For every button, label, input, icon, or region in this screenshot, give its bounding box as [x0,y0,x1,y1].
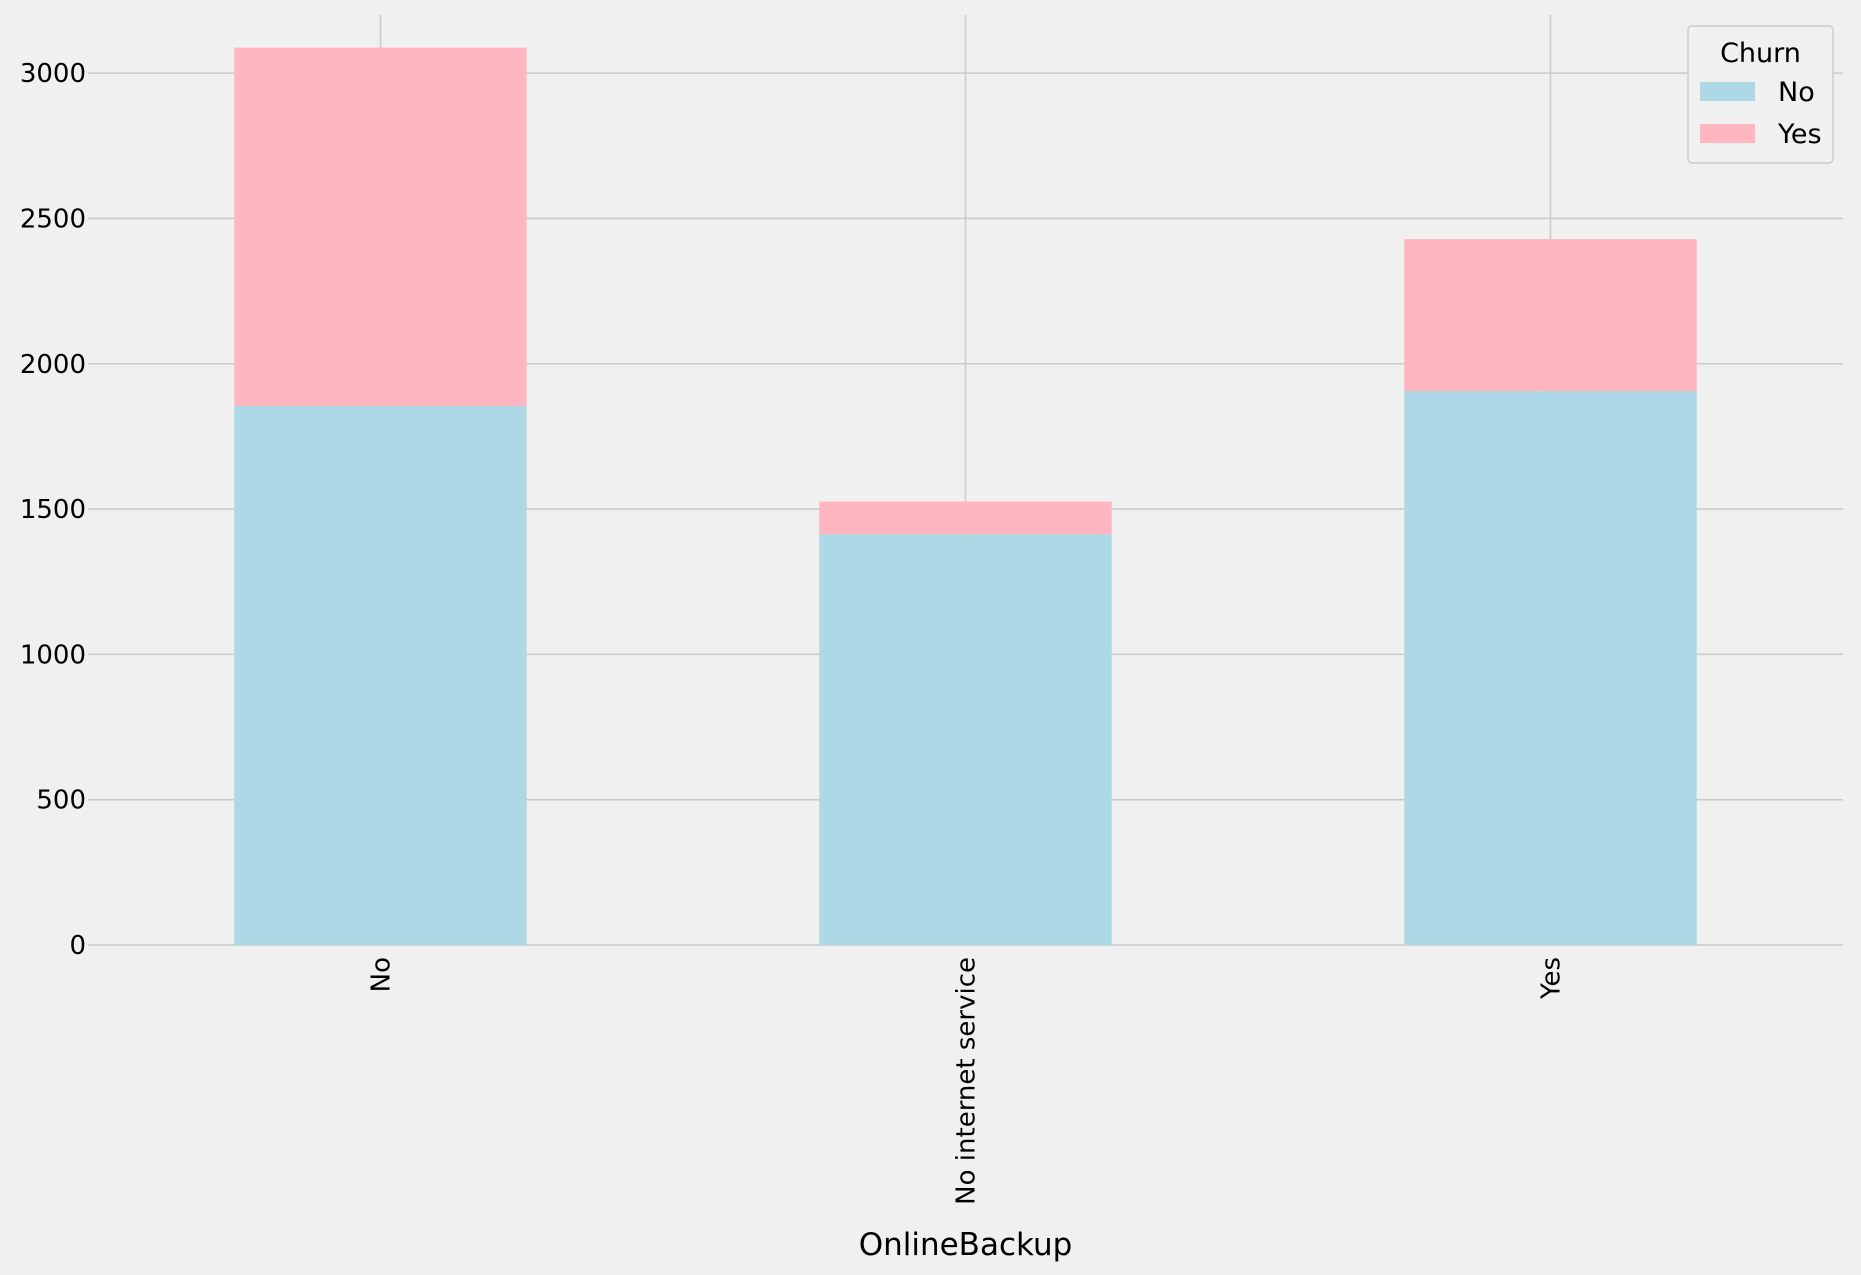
y-tick-label: 2000 [20,350,86,380]
y-tick-label: 1500 [20,495,86,525]
legend-swatch [1700,82,1755,101]
y-tick-label: 0 [69,931,86,961]
legend-title: Churn [1720,38,1801,69]
x-axis-title: OnlineBackup [859,1227,1073,1263]
x-tick-label: No [367,957,397,992]
y-tick-label: 2500 [20,204,86,234]
bar-segment [819,501,1112,535]
legend-swatch [1700,124,1755,143]
y-tick-label: 500 [36,786,86,816]
x-tick-label: No internet service [952,957,982,1205]
bar-segment [1404,239,1697,392]
y-tick-label: 1000 [20,640,86,670]
bar-segment [234,47,527,406]
bar-segment [1404,391,1697,946]
legend-label: Yes [1777,119,1822,150]
legend-items: No Yes [1700,77,1822,150]
bar-segment [819,534,1112,945]
bar-segment [234,405,527,945]
legend-label: No [1778,77,1815,108]
y-tick-label: 3000 [20,59,86,89]
y-axis-ticks: 0 500 1000 1500 2000 2500 3000 [20,59,86,961]
bars [234,47,1697,946]
legend: Churn No Yes [1687,25,1834,164]
x-axis-ticks: No No internet service Yes [367,957,1567,1205]
x-tick-label: Yes [1537,957,1567,1000]
